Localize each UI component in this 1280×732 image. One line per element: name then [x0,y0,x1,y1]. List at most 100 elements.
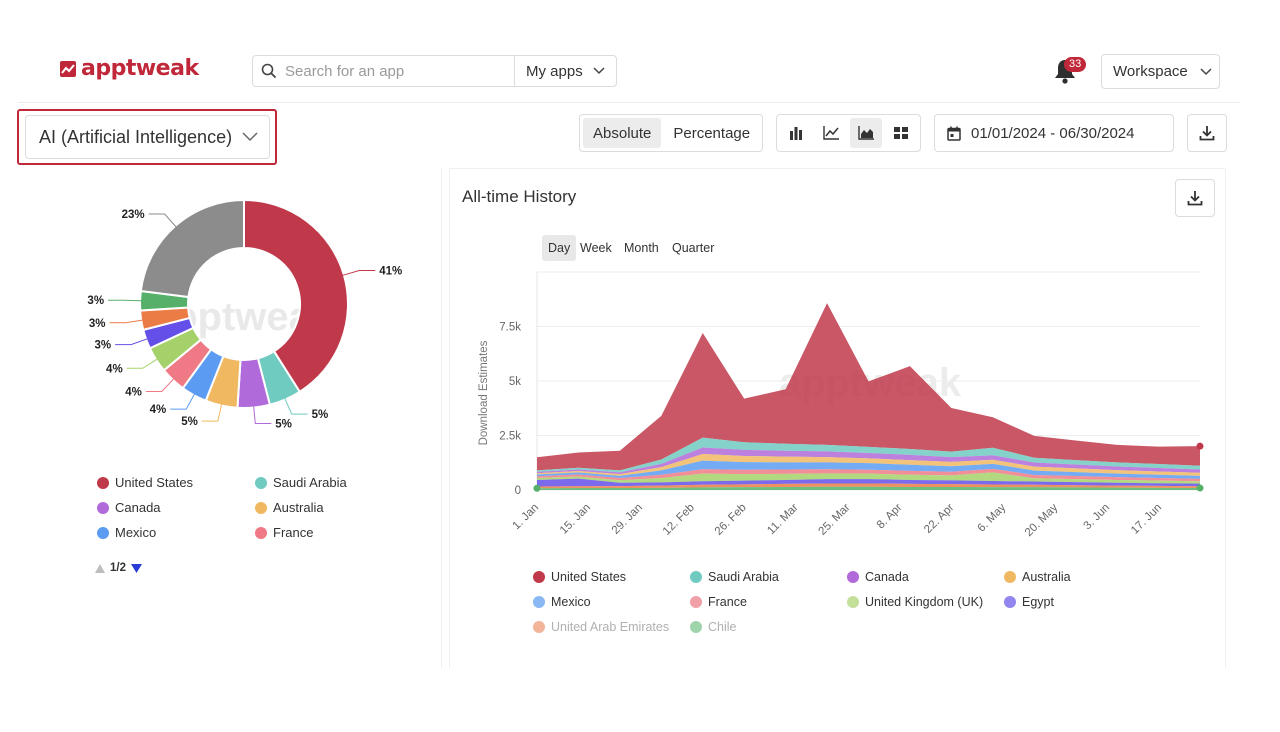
area-series-egypt[interactable] [537,478,1200,487]
absolute-button[interactable]: Absolute [583,118,662,148]
percentage-button[interactable]: Percentage [673,124,751,142]
area-series-chile[interactable] [537,486,1200,490]
legend-dot-icon [1004,571,1016,583]
legend-label: Saudi Arabia [708,570,779,584]
legend-dot-icon [97,526,109,539]
donut-leader-line [108,299,143,302]
area-series-mexico[interactable] [537,460,1200,479]
chevron-down-icon [1200,67,1212,75]
area-series-saudi-arabia[interactable] [537,437,1200,473]
bar-chart-button[interactable] [780,118,812,148]
app-search[interactable]: My apps [252,55,617,87]
search-icon [253,56,285,86]
history-title: All-time History [462,187,577,206]
donut-leader-line [109,319,144,324]
donut-legend-item[interactable]: Australia [255,500,324,515]
legend-label: Mexico [115,525,157,540]
donut-data-label: 3% [94,340,111,352]
category-label: AI (Artificial Intelligence) [39,126,233,147]
area-series-united-kingdom-uk[interactable] [537,472,1200,484]
y-axis-label: Download Estimates [478,340,490,445]
history-legend-item[interactable]: United Arab Emirates [533,620,669,634]
donut-data-label: 5% [312,409,329,421]
donut-data-label: 5% [275,418,292,430]
line-chart-button[interactable] [815,118,847,148]
history-legend-item[interactable]: Chile [690,620,737,634]
x-tick-label: 6. May [975,501,1008,534]
legend-dot-icon [97,501,109,514]
series-end-marker [1196,442,1204,450]
pager-label: 1/2 [110,562,126,574]
y-tick-label: 7.5k [499,322,521,334]
chevron-down-icon [242,132,258,142]
legend-label: United Kingdom (UK) [865,595,984,609]
legend-dot-icon [255,526,267,539]
history-download-button[interactable] [1175,179,1215,217]
export-button[interactable] [1187,114,1227,152]
history-legend-item[interactable]: Egypt [1004,595,1054,609]
workspace-dropdown[interactable]: Workspace [1101,54,1220,89]
line-chart-icon [823,126,839,140]
area-chart-button[interactable] [850,118,882,148]
legend-label: Canada [865,570,909,584]
donut-legend-item[interactable]: France [255,525,313,540]
search-input[interactable] [285,57,514,85]
granularity-quarter[interactable]: Quarter [672,241,715,255]
area-series-canada[interactable] [537,447,1200,475]
area-series-france[interactable] [537,468,1200,482]
donut-data-label: 4% [125,386,142,398]
grid-view-button[interactable] [885,118,917,148]
category-dropdown[interactable]: AI (Artificial Intelligence) [25,115,270,159]
area-series-australia[interactable] [537,454,1200,476]
donut-legend-item[interactable]: United States [97,475,193,490]
page-up-icon[interactable] [94,563,106,574]
legend-label: United States [551,570,627,584]
download-icon [1187,191,1203,206]
x-tick-label: 12. Feb [661,502,697,538]
area-chart-icon [858,126,874,140]
granularity-week[interactable]: Week [580,241,612,255]
donut-legend-item[interactable]: Saudi Arabia [255,475,347,490]
legend-dot-icon [533,571,545,583]
donut-leader-line [170,393,196,410]
donut-data-label: 3% [89,318,106,330]
area-series-united-arab-emirates[interactable] [537,483,1200,489]
history-legend-item[interactable]: United States [533,570,626,584]
granularity-day[interactable]: Day [542,235,577,261]
donut-slice-other[interactable] [139,198,245,299]
donut-legend-item[interactable]: Canada [97,500,161,515]
my-apps-dropdown[interactable]: My apps [514,56,616,86]
history-legend-item[interactable]: Australia [1004,570,1071,584]
x-tick-label: 25. Mar [817,502,853,538]
donut-data-label: 41% [379,266,402,278]
history-legend-item[interactable]: France [690,595,747,609]
donut-legend-item[interactable]: Mexico [97,525,156,540]
legend-dot-icon [847,596,859,608]
donut-slice-united-states[interactable] [243,198,349,394]
logo-icon [60,60,76,77]
history-legend-item[interactable]: Canada [847,570,909,584]
date-range-picker[interactable]: 01/01/2024 - 06/30/2024 [934,114,1174,152]
calendar-icon [947,126,961,141]
history-legend-item[interactable]: United Kingdom (UK) [847,595,983,609]
x-tick-label: 29. Jan [610,502,645,537]
legend-label: Australia [1022,570,1071,584]
donut-leader-line [284,397,308,415]
history-legend-item[interactable]: Mexico [533,595,591,609]
donut-leader-line [201,403,223,422]
history-legend-item[interactable]: Saudi Arabia [690,570,779,584]
legend-dot-icon [847,571,859,583]
bar-chart-icon [790,127,802,140]
area-series-united-states[interactable] [537,303,1200,471]
granularity-month[interactable]: Month [624,241,659,255]
donut-leader-line [115,338,149,346]
date-range-label: 01/01/2024 - 06/30/2024 [971,124,1135,142]
apptweak-logo[interactable]: apptweak [60,56,199,81]
page-down-icon[interactable] [130,563,143,574]
legend-dot-icon [1004,596,1016,608]
legend-label: Australia [273,500,324,515]
y-tick-label: 0 [515,485,521,497]
x-tick-label: 3. Jun [1082,502,1113,533]
y-tick-label: 2.5k [499,431,521,443]
